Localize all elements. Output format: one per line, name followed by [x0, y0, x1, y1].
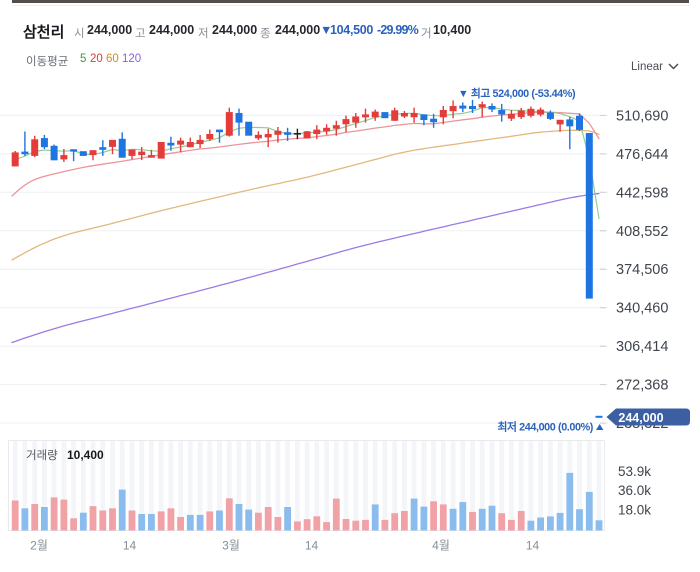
- svg-text:14: 14: [123, 539, 137, 553]
- svg-text:최저 244,000 (0.00%): 최저 244,000 (0.00%): [498, 420, 594, 434]
- svg-text:14: 14: [305, 539, 319, 553]
- svg-text:374,506: 374,506: [616, 262, 668, 278]
- svg-text:거래량: 거래량: [26, 449, 58, 462]
- svg-text:36.0k: 36.0k: [618, 483, 651, 498]
- svg-text:306,414: 306,414: [616, 339, 668, 355]
- svg-text:▼ 최고 524,000 (-53.44%): ▼ 최고 524,000 (-53.44%): [458, 86, 576, 100]
- svg-text:510,690: 510,690: [616, 108, 668, 124]
- svg-text:272,368: 272,368: [616, 378, 668, 394]
- svg-text:408,552: 408,552: [616, 224, 668, 240]
- svg-text:442,598: 442,598: [616, 185, 668, 201]
- svg-text:476,644: 476,644: [616, 147, 668, 163]
- svg-text:18.0k: 18.0k: [618, 503, 651, 518]
- svg-text:3월: 3월: [222, 539, 240, 553]
- svg-text:2월: 2월: [30, 539, 48, 553]
- svg-text:340,460: 340,460: [616, 301, 668, 317]
- svg-text:10,400: 10,400: [67, 448, 104, 462]
- svg-text:244,000: 244,000: [618, 411, 663, 425]
- svg-text:4월: 4월: [432, 539, 450, 553]
- svg-text:53.9k: 53.9k: [618, 464, 651, 479]
- svg-text:14: 14: [526, 539, 540, 553]
